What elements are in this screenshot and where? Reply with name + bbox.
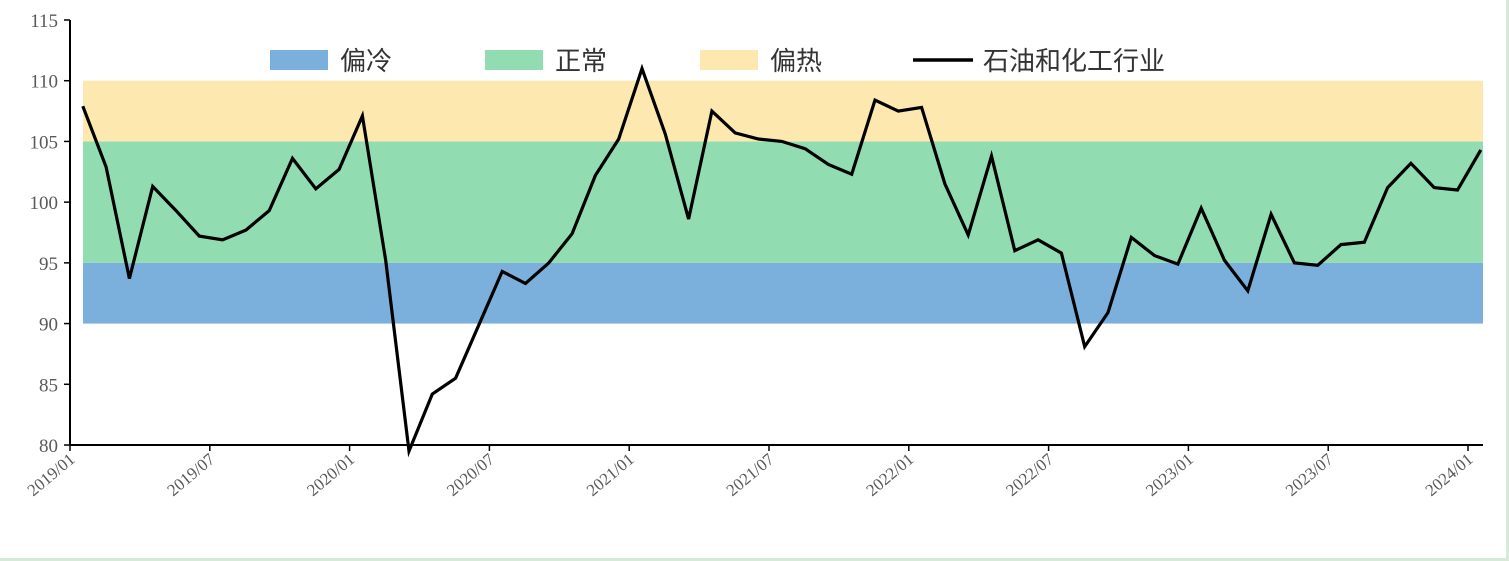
x-tick-label: 2023/01 [1142,450,1197,500]
legend-label-0: 偏冷 [340,47,392,77]
y-tick-label: 100 [30,193,59,214]
y-tick-label: 85 [39,375,58,396]
series-layer [81,63,1483,458]
x-tick-label: 2019/01 [24,450,79,500]
x-tick-label: 2019/07 [163,449,218,500]
legend-label-1: 正常 [555,47,607,77]
y-axis-ticks: 80 85 90 95 100 105 110 115 [30,11,70,457]
axes-layer [69,20,1483,446]
x-tick-label: 2021/01 [583,450,638,500]
legend-swatch-0 [270,50,328,70]
y-tick-label: 115 [30,11,58,32]
y-tick-label: 80 [39,436,58,457]
x-tick-label: 2022/07 [1002,449,1057,500]
band-1 [83,141,1483,263]
series-line-0 [81,63,1483,458]
x-tick-label: 2020/07 [443,449,498,500]
x-tick-label: 2022/01 [862,450,917,500]
x-tick-label: 2021/07 [723,449,778,500]
band-layer [83,80,1483,324]
band-2 [83,80,1483,142]
legend-swatch-1 [485,50,543,70]
y-tick-label: 105 [30,132,59,153]
x-tick-label: 2020/01 [303,450,358,500]
y-tick-label: 110 [30,72,58,93]
y-tick-label: 95 [39,254,58,275]
legend-swatch-2 [700,50,758,70]
x-tick-label: 2024/01 [1422,450,1477,500]
legend: 偏冷 正常 偏热 石油和化工行业 [270,47,1165,77]
y-tick-label: 90 [39,315,58,336]
x-tick-label: 2023/07 [1282,449,1337,500]
legend-label-2: 偏热 [770,47,822,77]
x-axis-ticks: 2019/01 2019/07 2020/01 2020/07 2021/01 2021/… [24,445,1477,500]
legend-label-3: 石油和化工行业 [983,47,1165,77]
band-0 [83,262,1483,324]
